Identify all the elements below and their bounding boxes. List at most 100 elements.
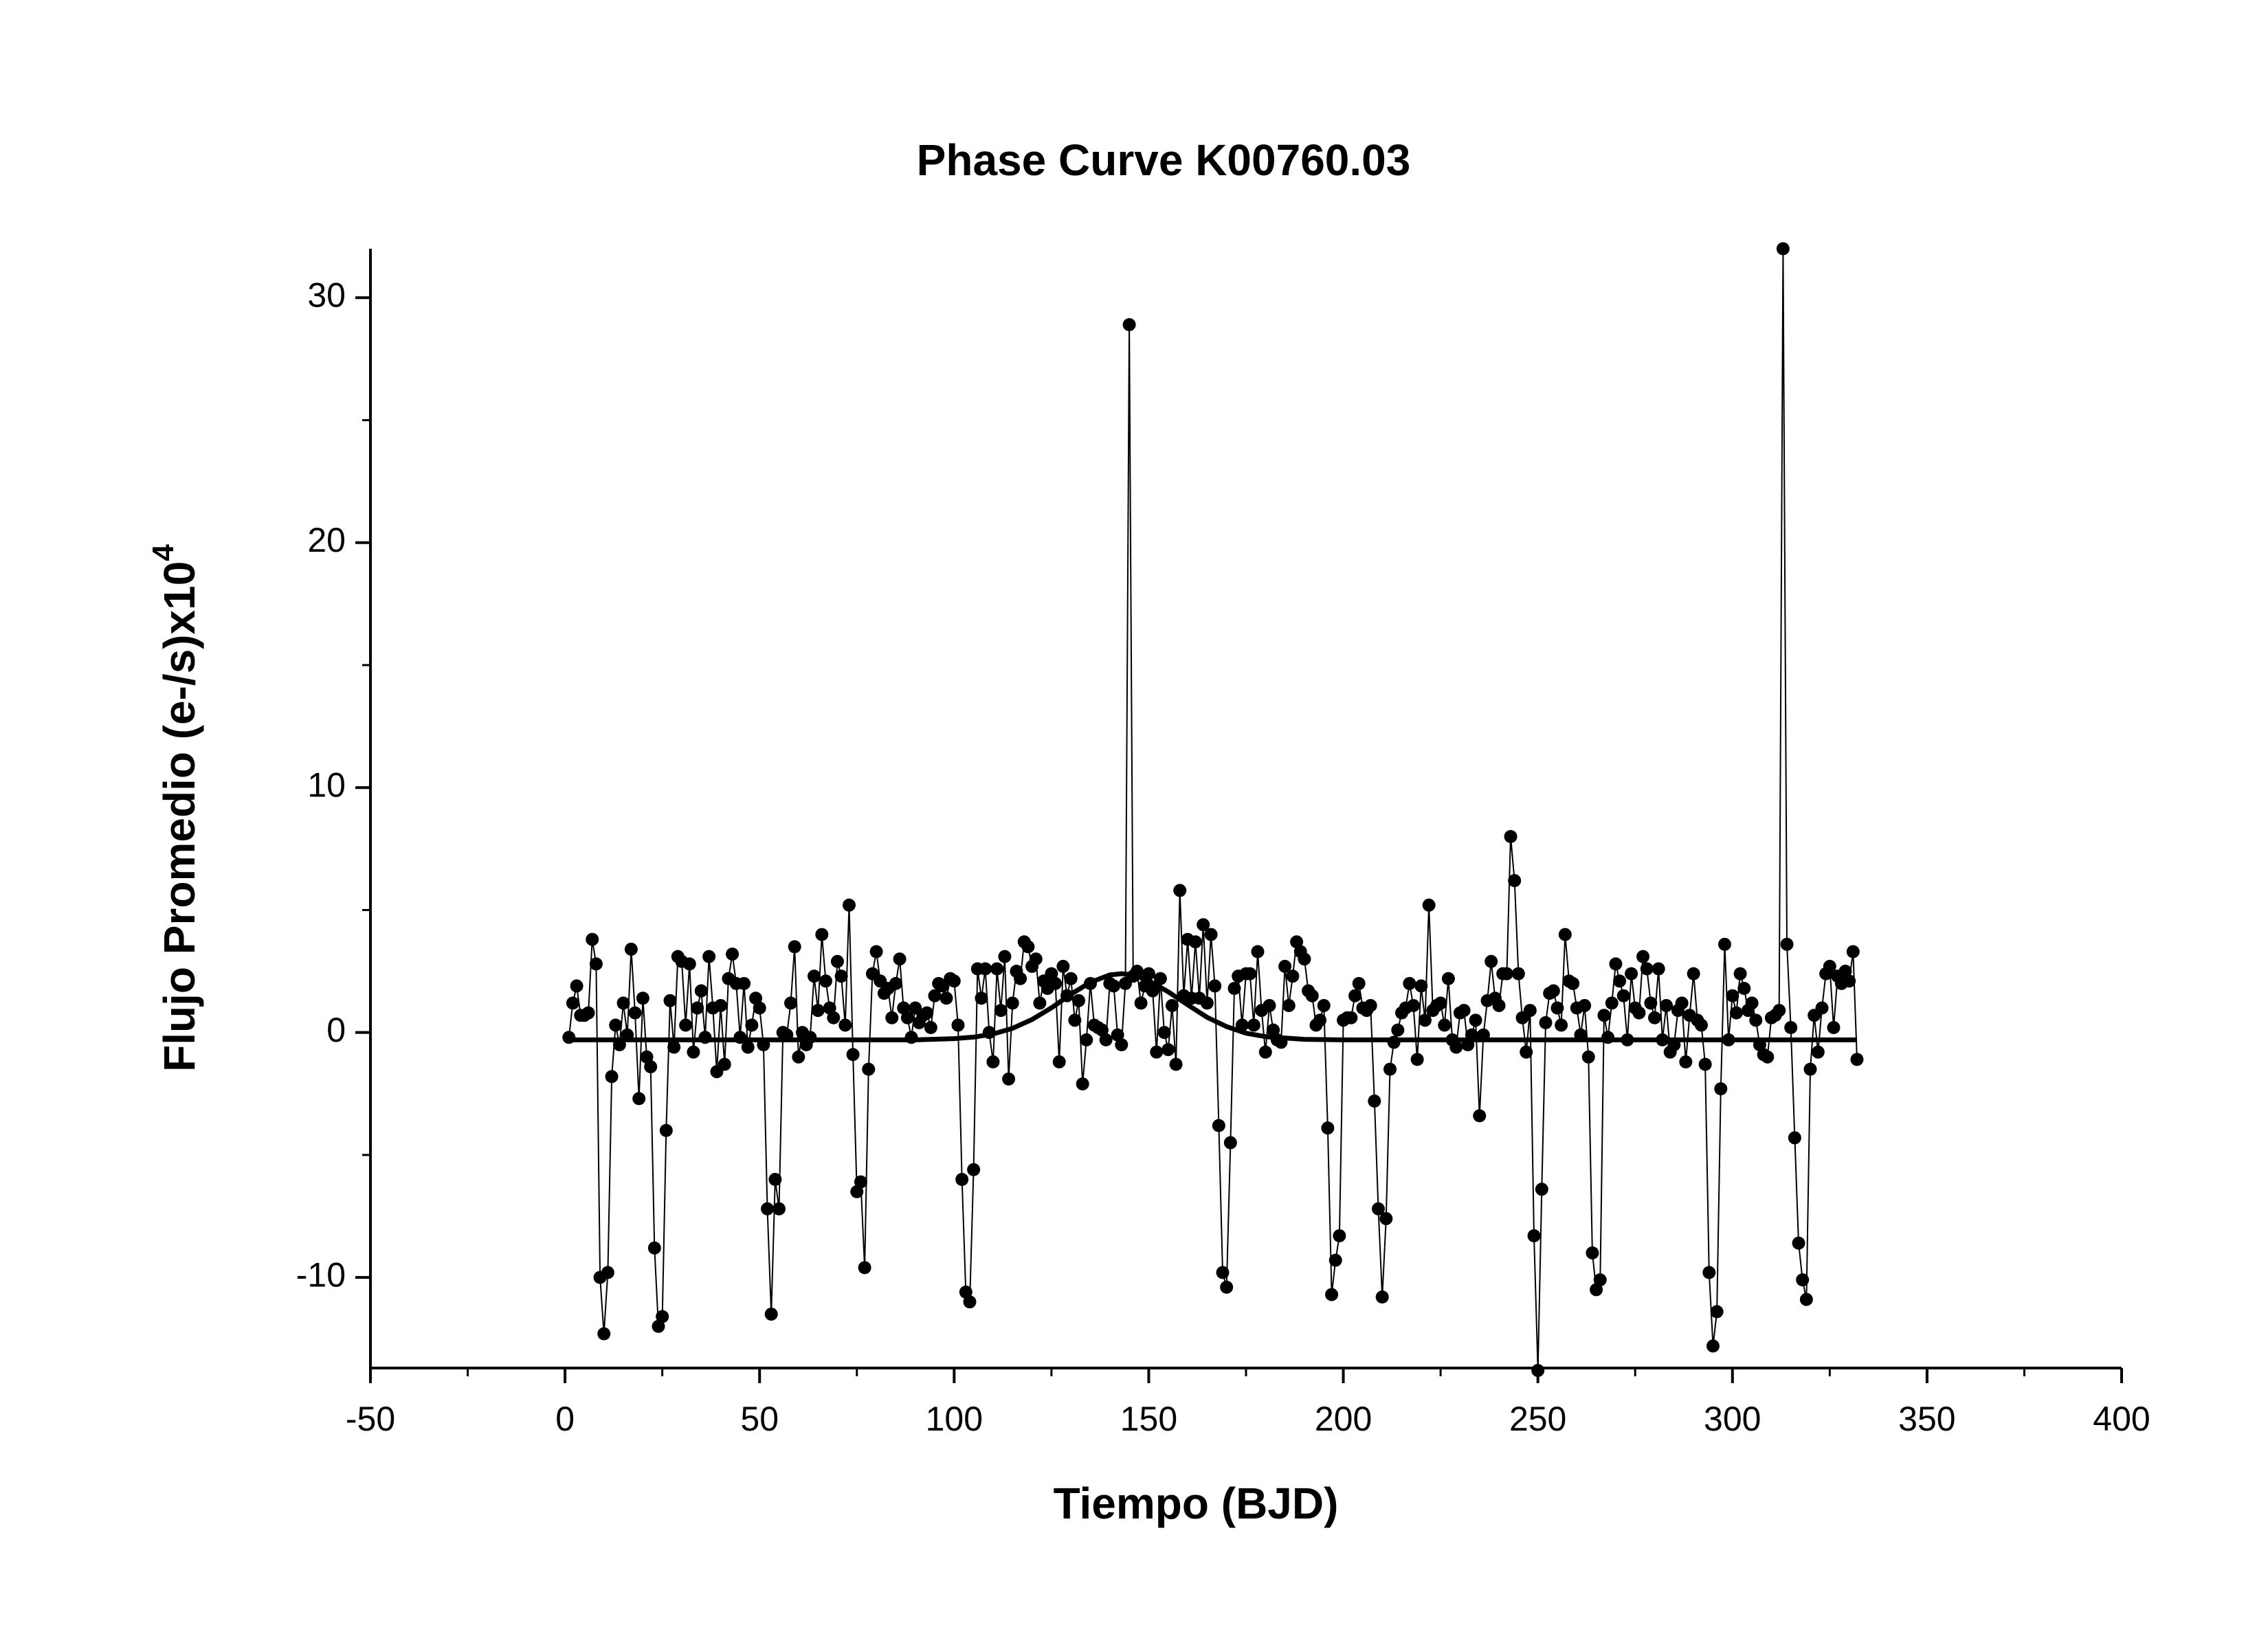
y-axis-label-exponent: 4 [146,544,180,561]
data-point [1305,989,1319,1002]
data-point [726,948,740,961]
data-point [1223,1136,1237,1150]
data-point [772,1202,786,1215]
data-point [1850,1053,1864,1066]
data-point [1372,1202,1386,1215]
data-point [609,1018,623,1032]
data-point [1095,1023,1109,1037]
data-point [1290,935,1304,949]
data-point [1080,1033,1093,1046]
data-point [741,1040,755,1054]
data-point [1527,1229,1541,1243]
data-point [1492,998,1506,1012]
data-point [1267,1023,1280,1037]
y-tick-label: 20 [307,521,346,559]
data-point [979,962,992,976]
data-point [1632,1006,1646,1020]
data-point [761,1202,775,1215]
data-line [568,248,1858,1371]
data-point [1729,1006,1743,1020]
data-point [1605,996,1619,1010]
data-point [1216,1266,1230,1279]
data-point [1352,976,1366,990]
data-point [1555,1018,1568,1032]
x-tick-label: 100 [926,1400,983,1438]
data-point [616,996,630,1010]
y-axis-label-text: Flujo Promedio (e-/s)x10 [155,561,204,1072]
data-point [1652,962,1665,976]
data-point [1449,1040,1463,1054]
data-point [1523,1004,1537,1018]
data-point [955,1173,969,1187]
data-point [1045,967,1058,981]
x-axis-label: Tiempo (BJD) [1054,1479,1339,1528]
data-point [1410,1053,1424,1066]
data-point [663,994,677,1007]
data-point [1033,996,1047,1010]
data-point [947,974,961,988]
data-point [1469,1013,1482,1027]
data-point [1258,1045,1272,1059]
data-point [1403,976,1416,990]
data-point [1321,1121,1335,1135]
data-point [624,942,638,956]
data-point [1107,979,1120,993]
data-point [1247,1018,1260,1032]
data-point [1418,1013,1432,1027]
y-tick-label: 0 [326,1011,346,1049]
data-point [1243,967,1257,981]
data-point [1737,981,1751,995]
data-point [586,932,599,946]
data-point [815,928,829,941]
x-tick-label: -50 [346,1400,395,1438]
data-point [1687,967,1700,981]
data-point [1613,974,1627,988]
data-point [1052,1055,1066,1068]
data-point [1823,959,1836,973]
data-point [963,1295,977,1309]
data-point [1068,1013,1082,1027]
data-point [1220,1280,1234,1294]
data-point [1733,967,1747,981]
data-point [1438,1018,1452,1032]
data-point [682,957,696,971]
x-tick-label: 250 [1509,1400,1566,1438]
data-point [1702,1266,1716,1279]
data-point [850,1185,864,1198]
data-point [1609,957,1623,971]
data-point [694,984,708,998]
data-point [811,1004,825,1018]
x-tick-label: 400 [2093,1400,2150,1438]
data-point [749,991,763,1005]
data-point [1134,996,1148,1010]
data-point [1457,1004,1471,1018]
data-point [589,957,603,971]
data-point [834,970,848,983]
data-point [1745,996,1759,1010]
data-point [889,976,902,990]
data-point [1014,972,1027,985]
data-point [924,1021,937,1035]
data-point [1679,1055,1693,1068]
data-point [1200,996,1214,1010]
data-point [1263,998,1276,1012]
data-point [656,1310,669,1323]
data-point [1153,972,1167,985]
data-point [846,1048,860,1062]
data-point [784,996,798,1010]
data-point [1251,945,1265,959]
data-point [1328,1253,1342,1267]
data-point [1726,989,1739,1002]
data-point [1115,1038,1129,1051]
data-point [1717,937,1731,951]
data-point [1325,1288,1339,1301]
data-point [702,950,716,963]
y-tick-label: -10 [296,1255,346,1294]
data-point [1422,898,1436,912]
data-point [975,991,988,1005]
data-point [920,1006,934,1020]
data-point [1581,1050,1595,1064]
data-point [862,1062,876,1076]
data-point [1317,998,1331,1012]
data-point [1616,989,1630,1002]
